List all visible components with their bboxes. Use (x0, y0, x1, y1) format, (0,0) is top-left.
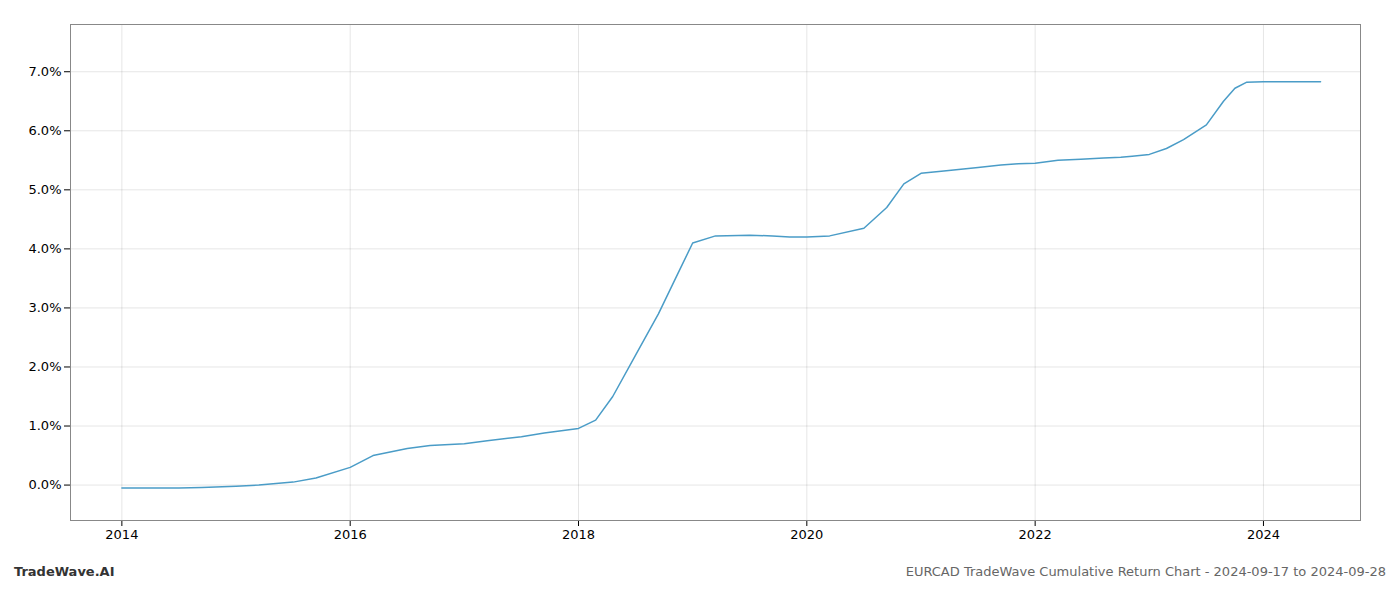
svg-text:4.0%: 4.0% (28, 241, 61, 256)
html-text:EURCAD TradeWave Cumulative Re: EURCAD TradeWave Cumulative Return Chart… (905, 564, 1386, 579)
svg-text:2018: 2018 (562, 527, 595, 542)
svg-text:2020: 2020 (790, 527, 823, 542)
svg-text:5.0%: 5.0% (28, 182, 61, 197)
svg-text:2024: 2024 (1247, 527, 1280, 542)
svg-text:6.0%: 6.0% (28, 123, 61, 138)
svg-text:2016: 2016 (334, 527, 367, 542)
svg-text:2.0%: 2.0% (28, 359, 61, 374)
svg-text:0.0%: 0.0% (28, 477, 61, 492)
svg-text:1.0%: 1.0% (28, 418, 61, 433)
html-text:TradeWave.AI: TradeWave.AI (14, 564, 115, 579)
svg-text:2014: 2014 (105, 527, 138, 542)
svg-text:2022: 2022 (1019, 527, 1052, 542)
svg-text:3.0%: 3.0% (28, 300, 61, 315)
svg-text:7.0%: 7.0% (28, 64, 61, 79)
